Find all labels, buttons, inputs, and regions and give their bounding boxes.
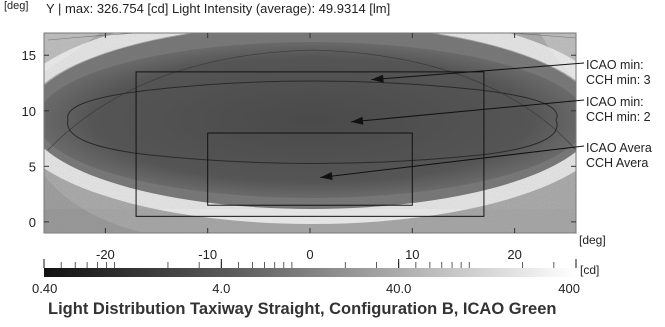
region-rect-2 [207,132,413,206]
x-axis-label: [deg] [579,233,606,247]
y-tick-label: 0 [29,215,36,230]
annotation-arrow-head [350,116,364,125]
x-tick-label: -10 [198,247,217,262]
annotation-arrow-line [350,99,585,123]
heatmap-area [44,33,576,233]
x-tick-label: 0 [306,247,313,262]
annotation-text: ICAO min: [586,58,644,72]
annotation-text: ICAO Avera [586,141,652,155]
annotation-arrow-head [320,172,333,180]
annotation-text: ICAO min: [586,95,644,109]
chart-header-stats: Y | max: 326.754 [cd] Light Intensity (a… [46,1,391,16]
annotation-2: ICAO min: CCH min: 2 [350,95,651,125]
annotation-arrow-head [371,74,384,83]
y-tick-label: 5 [29,159,36,174]
colorbar-ticks: 0.40 4.0 40.0 400 [32,259,580,296]
annotation-arrow-line [320,145,585,178]
y-tick-label: 10 [22,104,36,119]
annotation-text: CCH min: 2 [586,110,651,124]
annotation-1: ICAO min: CCH min: 3 [371,58,651,87]
annotation-arrow-line [371,62,585,81]
x-tick-label: -20 [96,247,115,262]
colorbar-label: 400 [558,281,580,296]
x-tick-label: 20 [507,247,521,262]
region-rect-1 [135,71,485,217]
colorbar-unit: [cd] [580,263,599,277]
colorbar: 0.40 4.0 40.0 400 [cd] [32,259,599,296]
colorbar-gradient [44,268,576,277]
y-axis-unit: [deg] [4,0,29,12]
colorbar-label: 0.40 [32,281,57,296]
colorbar-label: 40.0 [386,281,411,296]
colorbar-label: 4.0 [212,281,230,296]
axes-layer: 0 5 10 15 -20 -10 0 10 20 [22,33,576,262]
x-tick-label: 10 [405,247,419,262]
annotation-text: CCH Avera [586,156,648,170]
annotation-text: CCH min: 3 [586,73,651,87]
y-tick-label: 15 [22,48,36,63]
regions-layer [135,71,485,217]
chart-title: Light Distribution Taxiway Straight, Con… [48,300,557,318]
